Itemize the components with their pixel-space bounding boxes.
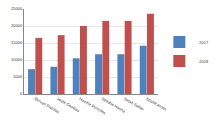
svg-text:Seltahe Hanna: Seltahe Hanna [101, 96, 127, 114]
svg-text:2018: 2018 [199, 59, 209, 64]
svg-text:10000: 10000 [11, 57, 23, 62]
svg-text:2017: 2017 [199, 40, 209, 45]
svg-text:Haarhe Furnoles: Haarhe Furnoles [78, 96, 106, 115]
svg-text:5000: 5000 [13, 74, 23, 79]
svg-text:25000: 25000 [11, 6, 23, 11]
svg-text:Setah Sellier: Setah Sellier [123, 96, 146, 112]
svg-text:0: 0 [20, 91, 23, 96]
svg-text:Jesht Geolitas: Jesht Geolitas [56, 96, 80, 113]
svg-text:Burvan Pistolas: Burvan Pistolas [34, 96, 61, 114]
svg-text:15000: 15000 [11, 40, 23, 45]
svg-text:Spaldt Armin: Spaldt Armin [145, 96, 167, 112]
svg-text:20000: 20000 [11, 23, 23, 28]
